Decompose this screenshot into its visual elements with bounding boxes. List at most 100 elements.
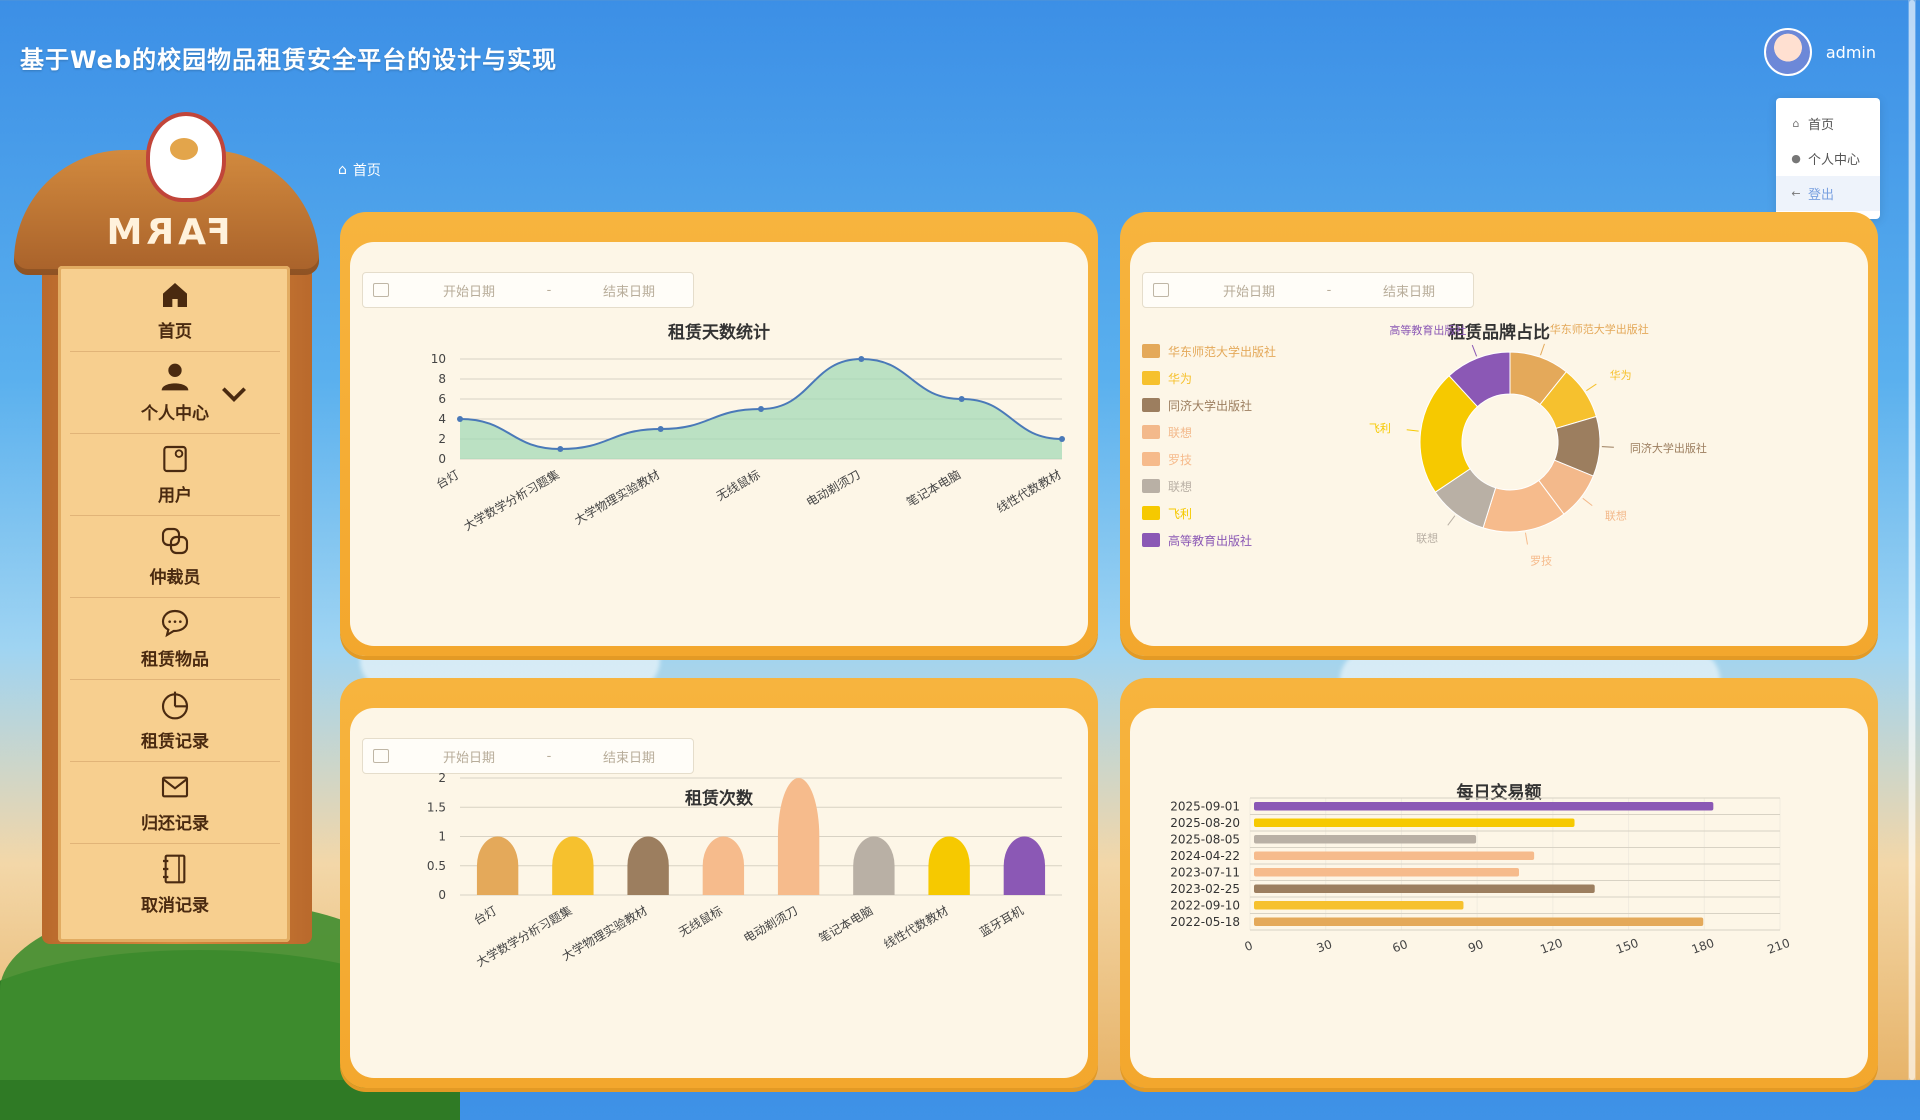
y-tick-label: 2022-09-10 — [1170, 898, 1240, 912]
username[interactable]: admin — [1825, 42, 1876, 62]
area-chart: 0 2 4 6 8 10 台灯 大学数学分析习题集 大学物理实验教材 无线鼠标 电动剃须刀 笔记本电脑… — [431, 352, 1065, 534]
x-tick-label: 大学物理实验教材 — [572, 467, 663, 528]
slice-label: 同济大学出版社 — [1630, 441, 1707, 455]
calendar-icon — [1153, 283, 1169, 297]
x-tick-label: 0 — [1243, 938, 1255, 954]
bar — [552, 836, 594, 895]
label-leader — [1586, 383, 1597, 392]
x-tick-label: 180 — [1690, 936, 1716, 957]
legend-label: 罗技 — [1168, 453, 1192, 467]
legend-swatch — [1142, 371, 1160, 385]
end-date-input[interactable]: 结束日期 — [1382, 284, 1435, 300]
sidebar-item-home[interactable]: 首页 — [70, 270, 280, 352]
bar — [1254, 884, 1595, 893]
start-date-input[interactable]: 开始日期 — [442, 284, 495, 300]
x-tick-label: 大学数学分析习题集 — [461, 467, 562, 534]
y-tick-label: 2023-07-11 — [1170, 865, 1240, 879]
y-tick-label: 2025-08-20 — [1170, 816, 1240, 830]
pie-slice — [1448, 351, 1511, 408]
y-tick-label: 2025-08-05 — [1170, 832, 1240, 846]
dropdown-item-logout[interactable]: ← 登出 — [1776, 176, 1880, 211]
y-tick-label: 8 — [438, 372, 446, 386]
data-point — [557, 446, 564, 452]
legend-swatch — [1142, 533, 1160, 547]
end-date-input[interactable]: 结束日期 — [602, 284, 655, 300]
scrollbar-thumb[interactable] — [1909, 0, 1915, 1080]
panel-body: 开始日期 - 结束日期 租赁品牌占比 华东师范大学出版社 华为 同济大学出版社 联想罗… — [1130, 242, 1868, 646]
legend-swatch — [1142, 398, 1160, 412]
sidebar-item-return-records[interactable]: 归还记录 — [70, 762, 280, 844]
y-tick-label: 2024-04-22 — [1170, 849, 1240, 863]
date-range-picker[interactable]: 开始日期 - 结束日期 — [362, 272, 694, 308]
legend-swatch — [1142, 344, 1160, 358]
x-tick-label: 电动剃须刀 — [741, 903, 800, 945]
start-date-input[interactable]: 开始日期 — [442, 750, 495, 766]
dropdown-item-profile[interactable]: ● 个人中心 — [1791, 152, 1861, 168]
y-tick-label: 2025-09-01 — [1170, 799, 1240, 813]
y-tick-label: 0 — [438, 888, 446, 902]
horizontal-bar-chart: 0 30 60 90 120 150 180 210 2025-09-01 2025-08-20 2… — [1170, 797, 1792, 957]
panel-body: 开始日期 - 结束日期 租赁次数 0 0.5 1 1.5 2 台灯 大学数学分析习题集 大学物… — [350, 708, 1088, 1078]
sidebar-item-cancel-records[interactable]: 取消记录 — [70, 844, 280, 925]
sidebar-board — [58, 266, 290, 942]
slice-label: 华为 — [1610, 368, 1632, 382]
bar — [627, 836, 669, 895]
x-tick-label: 台灯 — [433, 467, 461, 492]
slice-label: 飞利 — [1369, 422, 1391, 435]
y-tick-label: 1 — [438, 830, 446, 844]
bar — [1254, 851, 1535, 860]
bar — [1254, 917, 1704, 926]
bar — [1254, 835, 1477, 844]
slice-label: 华东师范大学出版社 — [1550, 322, 1649, 336]
breadcrumb-home[interactable]: 首页 — [352, 163, 381, 179]
mail-icon — [161, 776, 189, 798]
y-tick-label: 2 — [438, 771, 446, 785]
sign-text: FARM — [102, 212, 231, 253]
label-leader — [1582, 497, 1593, 507]
date-range-picker[interactable]: 开始日期 - 结束日期 — [362, 738, 694, 774]
data-point — [858, 356, 865, 362]
sidebar-item-rental-items[interactable]: 租赁物品 — [70, 598, 280, 680]
y-tick-label: 10 — [431, 352, 446, 366]
chat-icon — [161, 609, 189, 638]
panel-rental-count: 开始日期 - 结束日期 租赁次数 0 0.5 1 1.5 2 台灯 大学数学分析习题集 大学物… — [340, 678, 1098, 1088]
date-separator: - — [1326, 282, 1332, 298]
y-tick-label: 4 — [438, 412, 446, 426]
sidebar-item-profile[interactable]: 个人中心 — [70, 352, 280, 434]
x-tick-label: 大学物理实验教材 — [559, 903, 650, 964]
page-scrollbar[interactable] — [1908, 0, 1916, 1080]
x-tick-label: 台灯 — [471, 903, 499, 928]
user-menu-trigger[interactable]: admin — [1763, 28, 1876, 76]
label-leader — [1471, 344, 1478, 357]
y-tick-label: 6 — [438, 392, 446, 406]
bar — [1254, 901, 1464, 910]
breadcrumb: ⌂ 首页 — [338, 160, 381, 180]
logo-icon — [146, 112, 226, 202]
slice-label: 联想 — [1605, 508, 1627, 522]
avatar[interactable] — [1763, 28, 1812, 76]
start-date-input[interactable]: 开始日期 — [1222, 284, 1275, 300]
label-leader — [1601, 446, 1614, 448]
dropdown-item-home[interactable]: ⌂ 首页 — [1776, 106, 1880, 141]
panel-daily-amount: 每日交易额 0 30 60 90 120 150 180 210 2025-09-01 2025-… — [1120, 678, 1878, 1088]
x-tick-label: 笔记本电脑 — [904, 467, 963, 510]
x-tick-label: 线性代数教材 — [881, 903, 951, 952]
legend-label: 高等教育出版社 — [1168, 533, 1252, 548]
x-tick-label: 蓝牙耳机 — [977, 903, 1026, 939]
x-tick-label: 电动剃须刀 — [804, 467, 863, 509]
y-tick-label: 2023-02-25 — [1170, 882, 1240, 896]
end-date-input[interactable]: 结束日期 — [602, 750, 655, 766]
pie-slice — [1419, 375, 1479, 493]
date-range-picker[interactable]: 开始日期 - 结束日期 — [1142, 272, 1474, 308]
bar — [1254, 802, 1714, 811]
sidebar-item-users[interactable]: 用户 — [70, 434, 280, 516]
bar — [928, 836, 970, 895]
panel-body: 每日交易额 0 30 60 90 120 150 180 210 2025-09-01 2025-… — [1130, 708, 1868, 1078]
bar — [1254, 818, 1575, 827]
bar — [702, 836, 745, 895]
data-point — [457, 416, 463, 422]
sidebar-item-arbiters[interactable]: 仲裁员 — [70, 516, 280, 598]
bar — [1003, 836, 1046, 895]
sidebar-item-rental-records[interactable]: 租赁记录 — [70, 680, 280, 762]
